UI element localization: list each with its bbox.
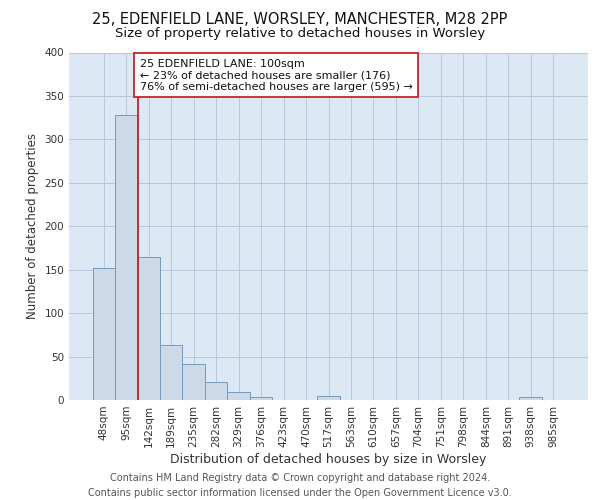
Bar <box>160 346 182 400</box>
Bar <box>250 396 272 400</box>
Text: Contains HM Land Registry data © Crown copyright and database right 2024.
Contai: Contains HM Land Registry data © Crown c… <box>88 472 512 498</box>
X-axis label: Distribution of detached houses by size in Worsley: Distribution of detached houses by size … <box>170 452 487 466</box>
Y-axis label: Number of detached properties: Number of detached properties <box>26 133 39 320</box>
Text: Size of property relative to detached houses in Worsley: Size of property relative to detached ho… <box>115 28 485 40</box>
Bar <box>115 115 137 400</box>
Text: 25 EDENFIELD LANE: 100sqm
← 23% of detached houses are smaller (176)
76% of semi: 25 EDENFIELD LANE: 100sqm ← 23% of detac… <box>140 58 413 92</box>
Bar <box>205 382 227 400</box>
Bar <box>520 396 542 400</box>
Bar <box>92 268 115 400</box>
Bar <box>227 392 250 400</box>
Bar <box>317 396 340 400</box>
Bar <box>182 364 205 400</box>
Bar <box>137 256 160 400</box>
Text: 25, EDENFIELD LANE, WORSLEY, MANCHESTER, M28 2PP: 25, EDENFIELD LANE, WORSLEY, MANCHESTER,… <box>92 12 508 28</box>
